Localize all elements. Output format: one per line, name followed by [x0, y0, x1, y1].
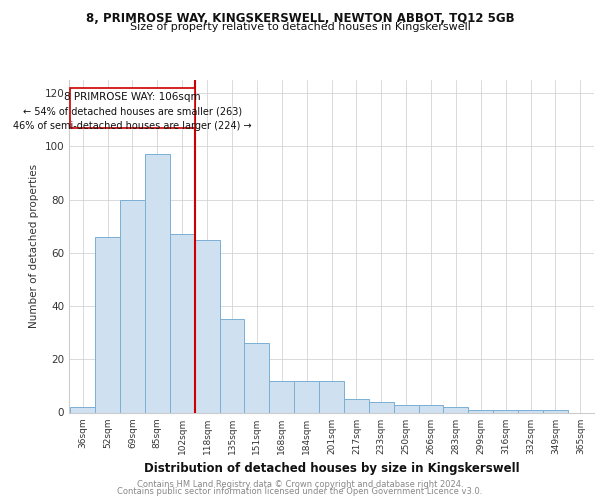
- Bar: [543, 410, 568, 412]
- Bar: [469, 410, 493, 412]
- Bar: [319, 380, 344, 412]
- Bar: [145, 154, 170, 412]
- Y-axis label: Number of detached properties: Number of detached properties: [29, 164, 39, 328]
- Text: ← 54% of detached houses are smaller (263): ← 54% of detached houses are smaller (26…: [23, 106, 242, 117]
- Bar: [443, 407, 469, 412]
- X-axis label: Distribution of detached houses by size in Kingskerswell: Distribution of detached houses by size …: [143, 462, 520, 475]
- Bar: [70, 407, 95, 412]
- Bar: [269, 380, 294, 412]
- Bar: [394, 404, 419, 412]
- Bar: [518, 410, 543, 412]
- Text: Contains public sector information licensed under the Open Government Licence v3: Contains public sector information licen…: [118, 488, 482, 496]
- Text: 8, PRIMROSE WAY, KINGSKERSWELL, NEWTON ABBOT, TQ12 5GB: 8, PRIMROSE WAY, KINGSKERSWELL, NEWTON A…: [86, 12, 514, 26]
- Bar: [419, 404, 443, 412]
- Text: Size of property relative to detached houses in Kingskerswell: Size of property relative to detached ho…: [130, 22, 470, 32]
- Bar: [220, 320, 244, 412]
- Bar: [120, 200, 145, 412]
- Bar: [369, 402, 394, 412]
- Bar: [194, 240, 220, 412]
- Bar: [170, 234, 194, 412]
- Bar: [70, 88, 194, 128]
- Text: 46% of semi-detached houses are larger (224) →: 46% of semi-detached houses are larger (…: [13, 121, 251, 131]
- Bar: [344, 399, 369, 412]
- Text: 8 PRIMROSE WAY: 106sqm: 8 PRIMROSE WAY: 106sqm: [64, 92, 200, 102]
- Bar: [294, 380, 319, 412]
- Bar: [95, 237, 120, 412]
- Text: Contains HM Land Registry data © Crown copyright and database right 2024.: Contains HM Land Registry data © Crown c…: [137, 480, 463, 489]
- Bar: [244, 344, 269, 412]
- Bar: [493, 410, 518, 412]
